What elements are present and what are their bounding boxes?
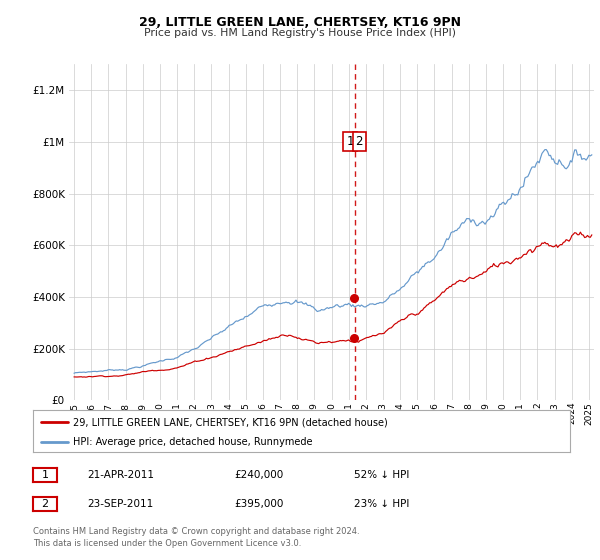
Text: 52% ↓ HPI: 52% ↓ HPI <box>354 470 409 480</box>
Text: 23-SEP-2011: 23-SEP-2011 <box>87 499 153 509</box>
Text: 29, LITTLE GREEN LANE, CHERTSEY, KT16 9PN: 29, LITTLE GREEN LANE, CHERTSEY, KT16 9P… <box>139 16 461 29</box>
Text: Contains HM Land Registry data © Crown copyright and database right 2024.: Contains HM Land Registry data © Crown c… <box>33 528 359 536</box>
Text: 23% ↓ HPI: 23% ↓ HPI <box>354 499 409 509</box>
Text: HPI: Average price, detached house, Runnymede: HPI: Average price, detached house, Runn… <box>73 437 313 447</box>
Text: This data is licensed under the Open Government Licence v3.0.: This data is licensed under the Open Gov… <box>33 539 301 548</box>
Text: £395,000: £395,000 <box>234 499 283 509</box>
Text: £240,000: £240,000 <box>234 470 283 480</box>
Text: 21-APR-2011: 21-APR-2011 <box>87 470 154 480</box>
Text: Price paid vs. HM Land Registry's House Price Index (HPI): Price paid vs. HM Land Registry's House … <box>144 28 456 38</box>
Text: 1: 1 <box>41 470 49 480</box>
Text: 29, LITTLE GREEN LANE, CHERTSEY, KT16 9PN (detached house): 29, LITTLE GREEN LANE, CHERTSEY, KT16 9P… <box>73 417 388 427</box>
Text: 2: 2 <box>41 499 49 509</box>
Text: 2: 2 <box>356 136 363 148</box>
Text: 1: 1 <box>346 136 354 148</box>
